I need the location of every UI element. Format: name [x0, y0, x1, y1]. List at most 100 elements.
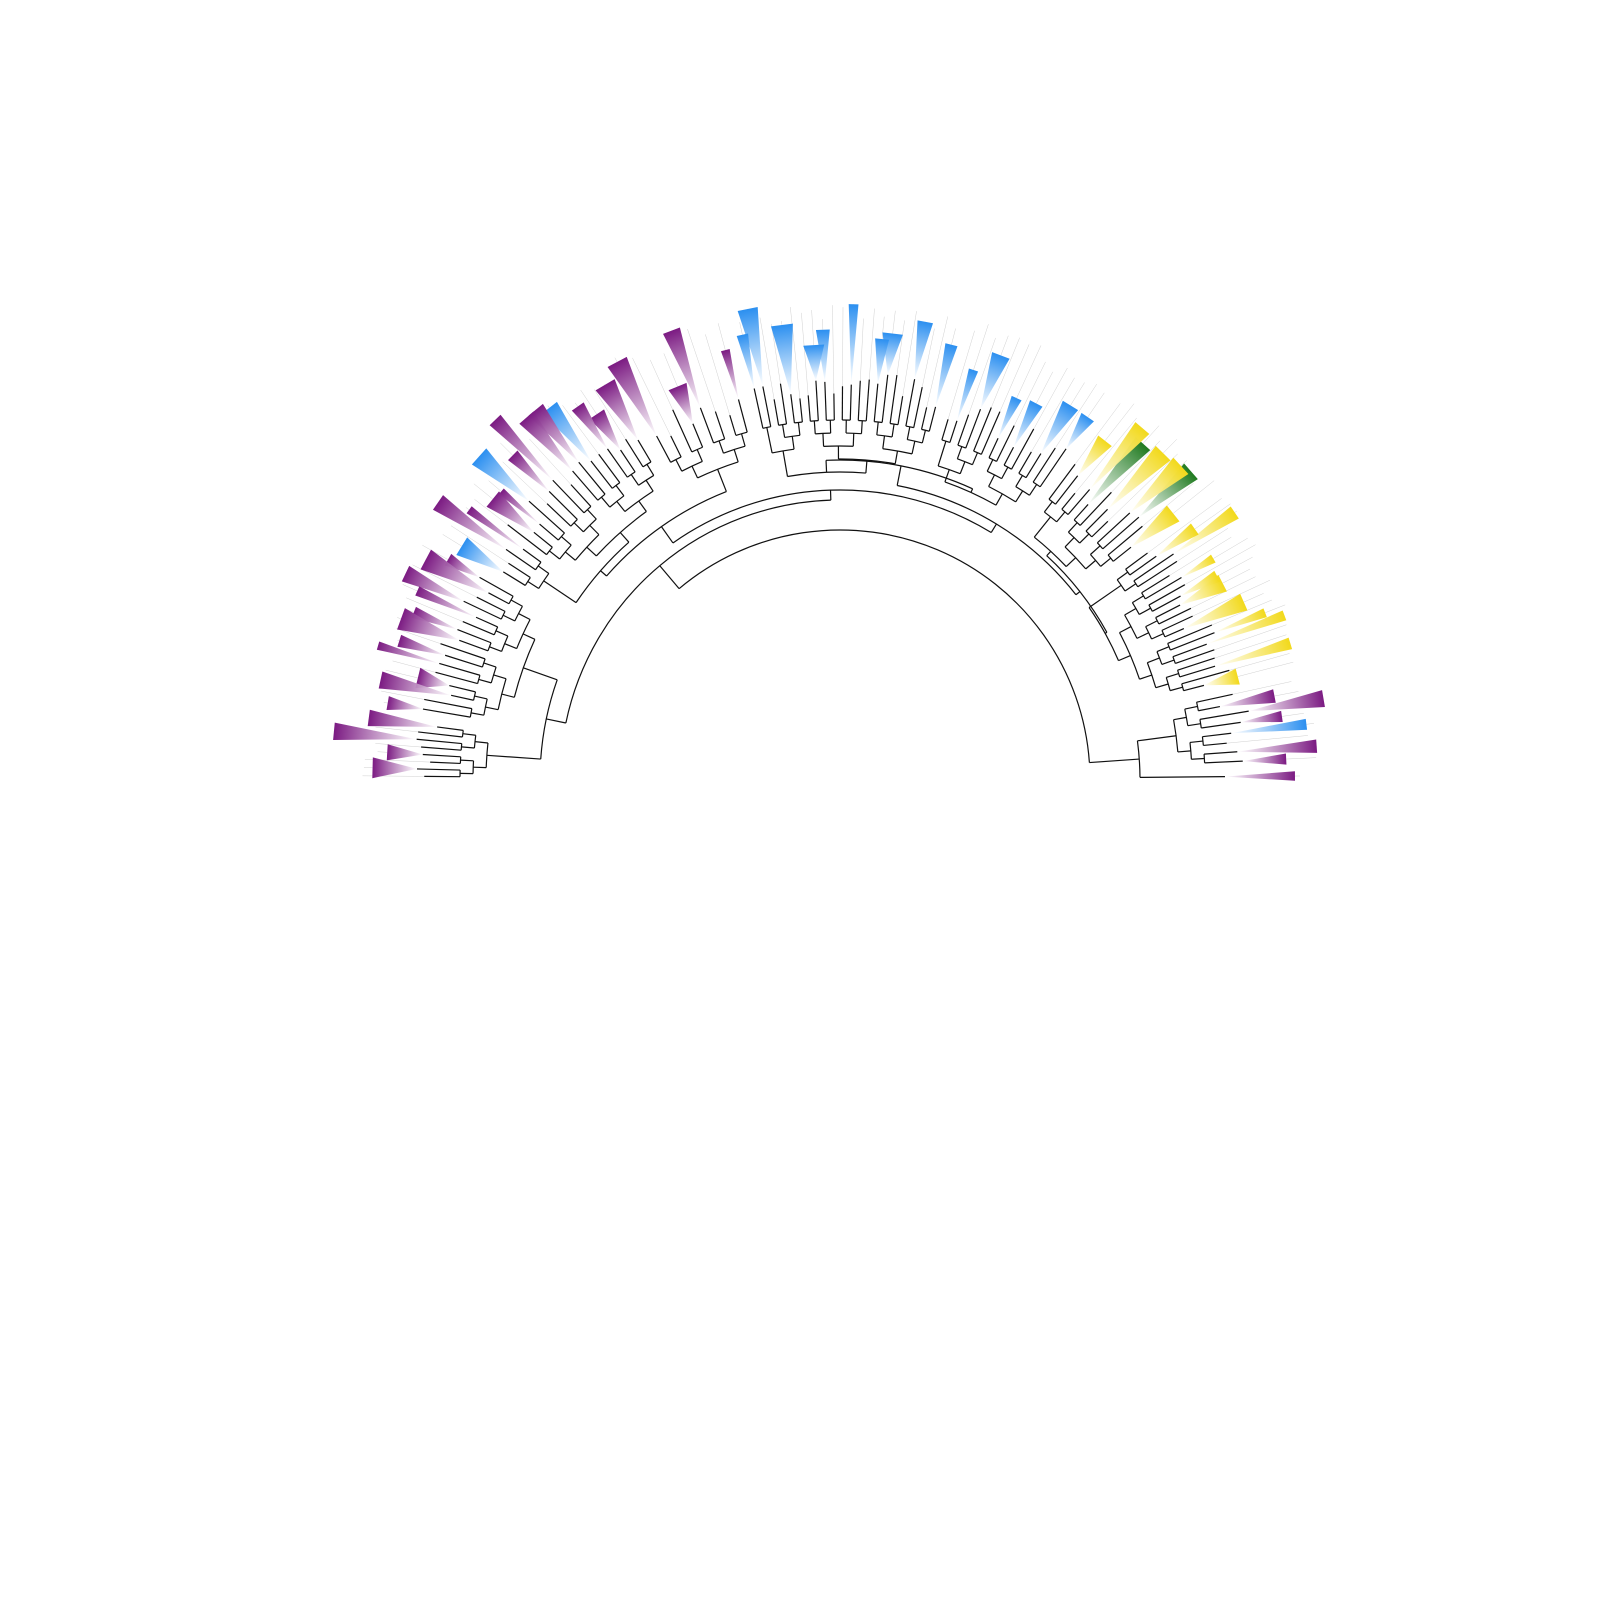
branch-arc [575, 541, 630, 603]
branch-stem [422, 753, 461, 758]
branch-stem [1145, 620, 1158, 628]
branch-stem [815, 380, 819, 421]
branch-arc [514, 605, 523, 622]
branch-layer [416, 374, 1249, 778]
branch-stem [485, 706, 499, 711]
collapsed-clade-triangle [1214, 608, 1267, 633]
leaf-guide [1033, 367, 1068, 430]
leaf-guide [1229, 653, 1290, 671]
branch-stem [1152, 595, 1181, 612]
leaf-guide [1226, 735, 1308, 744]
branch-arc [1172, 719, 1179, 752]
branch-stem [1107, 525, 1143, 556]
branch-stem [489, 646, 502, 652]
branch-arc [1189, 742, 1192, 760]
leaf-guide [594, 389, 626, 440]
branch-stem [980, 411, 1001, 455]
branch-stem [598, 453, 621, 484]
branch-stem [1003, 446, 1015, 466]
branch-stem [766, 427, 773, 454]
branch-stem [630, 474, 640, 486]
leaf-guide [892, 310, 896, 334]
branch-arc [1096, 542, 1104, 550]
branch-stem [906, 426, 911, 440]
branch-stem [1198, 705, 1221, 712]
leaf-guide [547, 405, 550, 408]
branch-stem [600, 570, 607, 577]
collapsed-clade-triangle [508, 450, 550, 492]
branch-arc [483, 698, 488, 716]
branch-stem [533, 531, 553, 548]
branch-stem [928, 406, 937, 432]
collapsed-clade-triangle [333, 722, 417, 740]
branch-stem [564, 551, 576, 561]
collapsed-clade-triangle [815, 329, 830, 382]
collapsed-clade-triangle [736, 333, 755, 389]
leaf-guide [881, 316, 885, 340]
leaf-guide [1104, 403, 1135, 441]
branch-stem [986, 459, 994, 472]
branch-stem [1179, 665, 1216, 678]
branch-arc [1145, 626, 1153, 640]
branch-stem [1119, 626, 1132, 634]
branch-stem [1161, 615, 1193, 631]
branch-stem [1166, 672, 1179, 679]
branch-stem [1151, 633, 1164, 640]
leaf-guide [632, 357, 671, 436]
collapsed-clade-triangle [770, 323, 793, 395]
branch-stem [1141, 575, 1170, 594]
branch-stem [483, 662, 497, 668]
leaf-guide [1074, 403, 1121, 465]
branch-arc [1155, 617, 1160, 625]
leaf-guide [383, 702, 388, 704]
branch-arc [691, 446, 703, 453]
collapsed-clade-triangle [848, 304, 859, 385]
leaf-guide [614, 357, 618, 362]
leaf-guide [1243, 593, 1264, 603]
leaf-guide [1173, 480, 1215, 514]
branch-stem [1091, 520, 1109, 538]
branch-stem [430, 761, 461, 765]
collapsed-clade-triangle [1237, 739, 1318, 753]
branch-stem [882, 435, 886, 449]
branch-arc [487, 642, 492, 651]
leaf-guide [1031, 377, 1075, 452]
branch-stem [1137, 560, 1178, 588]
leaf-guide [968, 337, 996, 415]
leaf-guide [397, 617, 401, 619]
branch-stem [1136, 632, 1149, 639]
branch-stem [1184, 705, 1198, 710]
branch-stem [1064, 537, 1075, 548]
branch-arc [559, 544, 572, 560]
branch-stem [996, 425, 1015, 462]
branch-stem [463, 600, 502, 620]
branch-stem [807, 395, 811, 422]
branch-stem [773, 399, 780, 426]
branch-stem [523, 667, 558, 681]
branch-stem [717, 469, 727, 492]
branch-stem [440, 643, 486, 660]
branch-stem [913, 386, 923, 428]
collapsed-clade-triangle [663, 327, 701, 408]
collapsed-clade-triangle [1107, 445, 1171, 510]
leaf-guide [717, 323, 726, 351]
branch-stem [501, 693, 515, 698]
collapsed-clade-triangle [1240, 710, 1283, 723]
branch-stem [1025, 453, 1042, 478]
branch-arc [973, 450, 982, 455]
branch-stem [560, 536, 572, 546]
branch-stem [1169, 686, 1183, 692]
branch-stem [444, 654, 483, 668]
branch-stem [1125, 552, 1148, 570]
branch-stem [422, 708, 471, 718]
branch-stem [502, 571, 526, 586]
branch-stem [779, 383, 788, 425]
leaf-guide [562, 405, 599, 455]
leaf-guide [1213, 538, 1248, 559]
leaf-guide [922, 328, 935, 388]
branch-stem [478, 678, 492, 684]
branch-arc [1048, 498, 1056, 505]
branch-stem [1039, 448, 1067, 488]
leaf-guide [1184, 544, 1256, 585]
branch-arc [1125, 568, 1131, 576]
